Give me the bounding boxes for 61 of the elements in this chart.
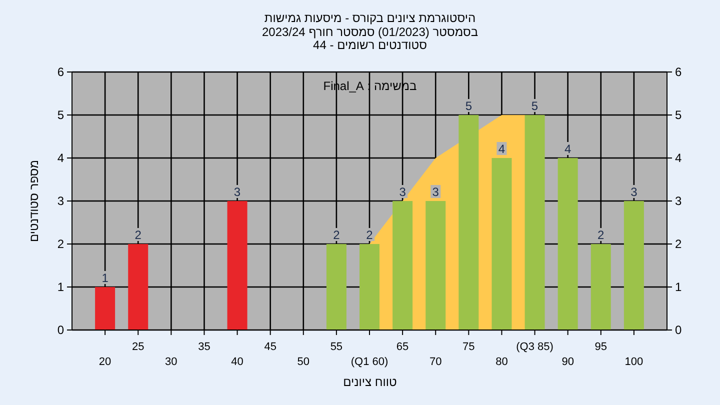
x-tick-label: 55	[330, 341, 343, 353]
data-label: 4	[498, 142, 506, 156]
bar	[326, 244, 346, 330]
bar	[95, 287, 116, 330]
y2-tick-label: 2	[675, 237, 682, 251]
y-tick-label: 3	[57, 194, 64, 208]
data-label: 1	[102, 271, 109, 285]
y-tick-label: 0	[57, 323, 64, 337]
bar	[524, 115, 545, 330]
x-tick-label: 25	[132, 341, 144, 353]
y-tick-label: 2	[57, 237, 64, 251]
data-label: 5	[465, 99, 472, 113]
data-label: 2	[366, 228, 374, 242]
data-label: 3	[630, 185, 638, 199]
y-tick-label: 5	[57, 108, 64, 122]
x-tick-label: 80	[496, 356, 508, 368]
bar	[360, 244, 380, 330]
y-tick-label: 6	[57, 65, 64, 79]
x-tick-label: 50	[297, 356, 310, 368]
bar	[392, 201, 413, 330]
data-label: 4	[564, 142, 572, 156]
x-tick-label: 35	[198, 341, 210, 353]
bar	[227, 201, 248, 330]
data-label: 2	[598, 228, 605, 242]
chart-title: היסטוגרמת ציונים בקורס - מיסעות גמישות	[264, 11, 476, 25]
y-tick-label: 4	[57, 151, 64, 165]
x-tick-label: 45	[264, 341, 276, 353]
x-tick-label: 30	[165, 356, 178, 368]
y2-tick-label: 3	[675, 194, 682, 208]
y2-tick-label: 6	[675, 65, 682, 79]
data-label: 5	[531, 99, 538, 113]
x-tick-label: 95	[594, 341, 608, 353]
data-label: 3	[432, 185, 440, 199]
bar	[492, 158, 512, 330]
x-tick-label: 75	[462, 341, 475, 353]
x-tick-label: 90	[562, 356, 574, 368]
data-label: 3	[399, 185, 406, 199]
data-label: 2	[333, 228, 340, 242]
bar	[590, 244, 611, 330]
data-label: 3	[234, 185, 241, 199]
y2-tick-label: 5	[675, 108, 682, 122]
x-tick-label: 65	[396, 341, 409, 353]
chart-subtitle: בסמסטר (01/2023) סמסטר חורף 2023/24 סטודנטים רשומים - 44	[262, 25, 478, 52]
bar	[426, 201, 446, 330]
y2-tick-label: 0	[675, 323, 682, 337]
x-tick-label: 100	[624, 356, 644, 368]
x-tick-label: (Q1 60)	[350, 356, 388, 368]
x-tick-label: (Q3 85)	[516, 341, 554, 353]
x-axis-title: טווח ציונים	[343, 375, 398, 389]
bar	[458, 115, 479, 330]
x-tick-label: 70	[429, 356, 442, 368]
y-tick-label: 1	[57, 280, 64, 294]
y2-tick-label: 1	[675, 280, 682, 294]
data-label: 2	[134, 228, 142, 242]
y-axis-title: מספר סטודנטים	[27, 160, 41, 242]
bar	[624, 201, 644, 330]
x-tick-label: 20	[98, 356, 112, 368]
bar	[558, 158, 578, 330]
y2-tick-label: 4	[675, 151, 682, 165]
bar	[128, 244, 148, 330]
x-tick-label: 40	[231, 356, 244, 368]
